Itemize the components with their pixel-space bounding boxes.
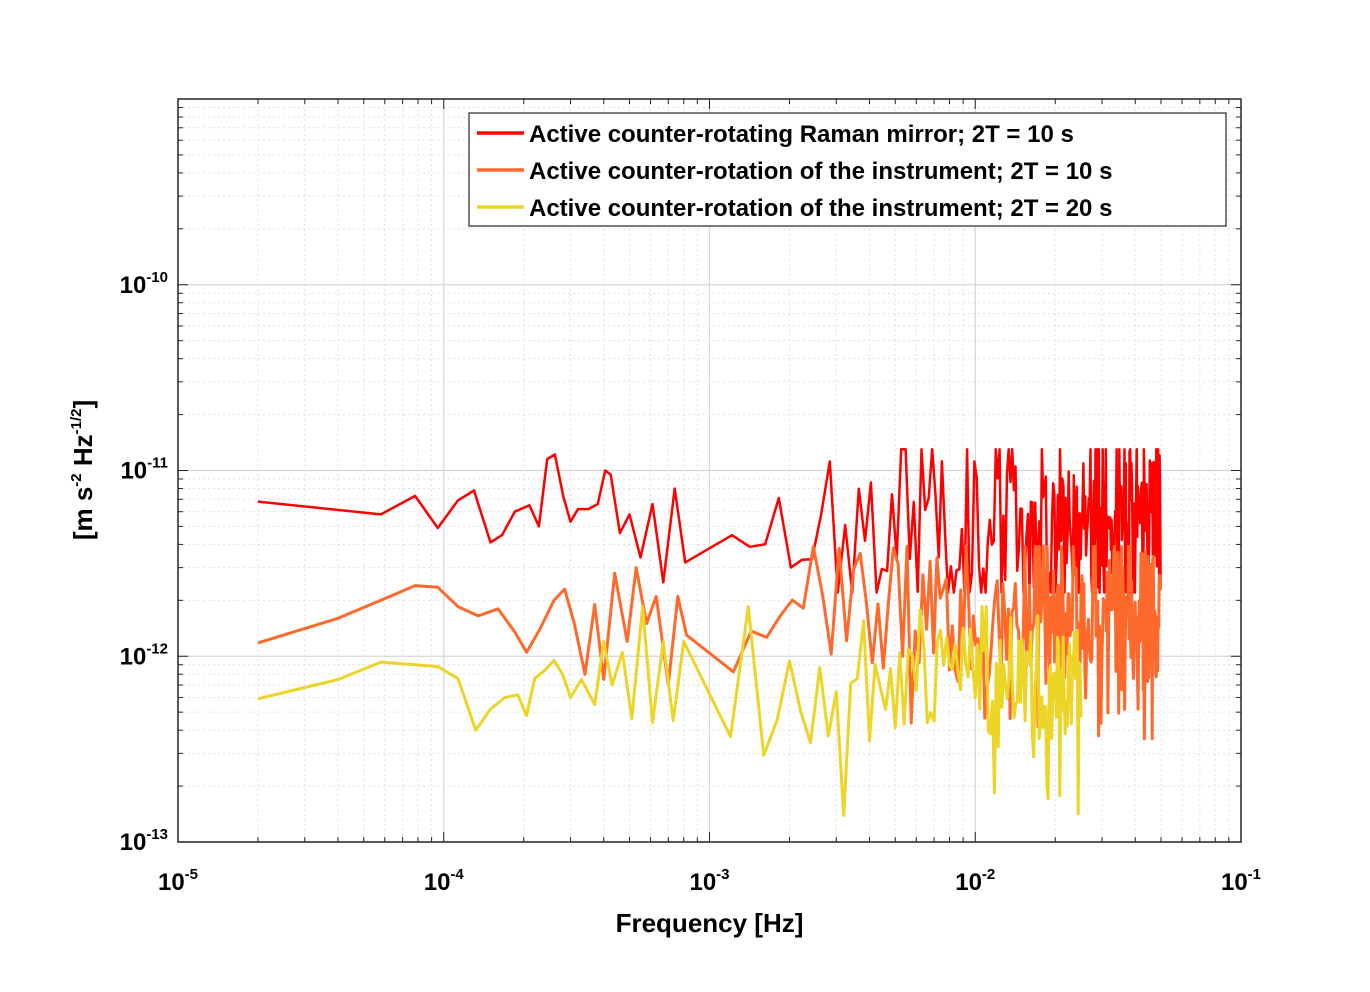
x-tick-label: 10-4 (424, 866, 465, 896)
legend-label-instrument-20s: Active counter-rotation of the instrumen… (529, 195, 1112, 222)
series-line-2 (257, 605, 1083, 817)
x-tick-label: 10-5 (158, 866, 198, 896)
series-line-0 (257, 448, 1162, 594)
x-tick-label: 10-1 (1221, 866, 1261, 896)
legend: Active counter-rotating Raman mirror; 2T… (468, 112, 1227, 227)
x-axis-label: Frequency [Hz] (616, 908, 804, 938)
y-tick-label: 10-12 (120, 640, 168, 670)
y-tick-label: 10-11 (120, 455, 168, 485)
x-tick-label: 10-2 (955, 866, 995, 896)
legend-box (468, 112, 1227, 227)
legend-label-instrument-10s: Active counter-rotation of the instrumen… (529, 158, 1112, 185)
axis-ticks: 10-5 10-4 10-3 10-2 10-1 10-13 10-12 10-11 10-10 (120, 99, 1261, 896)
series-layer (257, 448, 1163, 817)
series-line-1 (257, 545, 1163, 741)
y-tick-label: 10-13 (120, 826, 168, 856)
y-axis-label: [m s-2 Hz-1/2] (68, 400, 98, 540)
legend-label-raman-mirror: Active counter-rotating Raman mirror; 2T… (529, 121, 1074, 148)
y-tick-label: 10-10 (120, 269, 168, 299)
x-tick-label: 10-3 (689, 866, 729, 896)
